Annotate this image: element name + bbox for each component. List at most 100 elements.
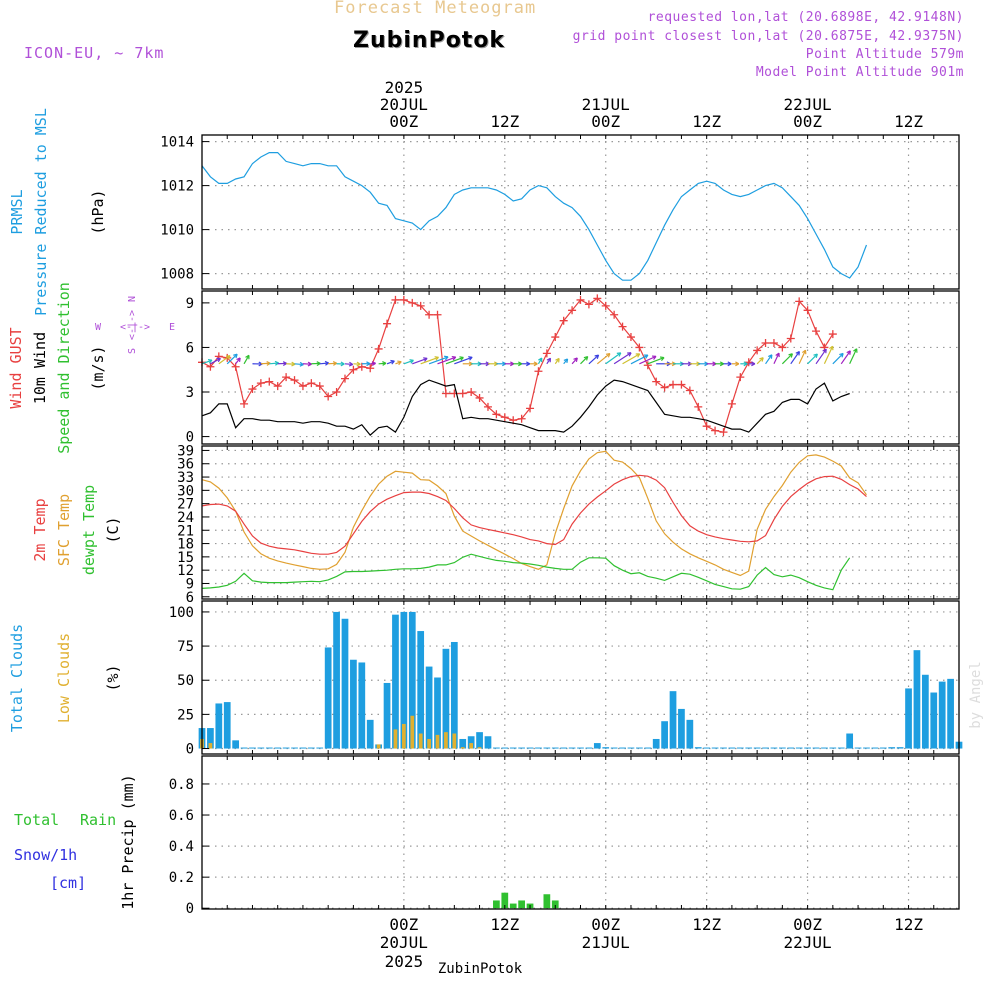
gust-marker bbox=[265, 377, 274, 386]
y-tick-label: 1012 bbox=[160, 179, 194, 195]
total-clouds-bar bbox=[636, 747, 643, 749]
wind-unit: (m/s) bbox=[89, 345, 107, 390]
gust-marker bbox=[828, 330, 837, 339]
wind-arrow-head bbox=[727, 361, 732, 367]
wind-direction-arrow bbox=[630, 354, 649, 365]
total-clouds-bar bbox=[652, 738, 660, 749]
gust-marker bbox=[593, 294, 602, 303]
top-time-label: 00Z bbox=[793, 112, 822, 131]
total-clouds-bar bbox=[207, 728, 214, 749]
total-clouds-bar bbox=[299, 747, 307, 749]
wind-direction-arrow bbox=[260, 362, 271, 365]
rain-bar bbox=[493, 900, 500, 909]
y-tick-label: 1014 bbox=[160, 135, 194, 151]
wind-arrow-head bbox=[207, 358, 213, 364]
wind-direction-arrow bbox=[294, 363, 304, 366]
gust-marker bbox=[795, 297, 804, 306]
wind-arrow-head bbox=[829, 345, 834, 351]
data-layer bbox=[198, 152, 963, 909]
gust-marker bbox=[576, 295, 585, 304]
total-clouds-bar bbox=[686, 719, 694, 749]
total-clouds-bar bbox=[215, 703, 223, 749]
total-clouds-bar bbox=[812, 747, 820, 749]
wind-direction-arrow bbox=[210, 357, 221, 365]
total-clouds-bar bbox=[896, 747, 904, 749]
total-clouds-bar bbox=[779, 747, 786, 749]
y-tick-label: 1010 bbox=[160, 223, 194, 239]
gust-marker bbox=[652, 377, 661, 386]
wind-direction-arrow bbox=[781, 353, 793, 365]
total-clouds-bar bbox=[493, 747, 500, 749]
precip-total-label: Total bbox=[14, 811, 59, 829]
total-clouds-bar bbox=[829, 747, 837, 749]
wind-direction-arrow bbox=[639, 355, 657, 365]
total-clouds-bar bbox=[678, 708, 685, 749]
wind-direction-arrow bbox=[605, 352, 622, 365]
total-clouds-bar bbox=[711, 747, 719, 749]
total-clouds-bar bbox=[560, 747, 568, 749]
bottom-time-label: 12Z bbox=[894, 915, 923, 934]
wind-arrow-head bbox=[538, 357, 543, 363]
gust-marker bbox=[500, 413, 509, 422]
gust-marker bbox=[660, 383, 669, 392]
total-clouds-bar bbox=[703, 747, 711, 749]
wind-arrow-head bbox=[822, 348, 827, 354]
compass-w: W bbox=[95, 322, 102, 333]
total-clouds-bar bbox=[425, 666, 433, 749]
gust-marker bbox=[282, 373, 291, 382]
wind-arrow-head bbox=[853, 348, 858, 353]
wind-arrow-head bbox=[423, 357, 428, 362]
gust-marker bbox=[551, 333, 560, 342]
wind-arrow-head bbox=[332, 361, 338, 366]
low-clouds-bar bbox=[435, 734, 440, 749]
top-time-label: 12Z bbox=[490, 112, 519, 131]
y-tick-label: 0 bbox=[186, 430, 194, 446]
wind-arrow-head bbox=[801, 349, 807, 355]
total-clouds-bar bbox=[585, 747, 593, 749]
wind-gust-label: Wind GUST bbox=[7, 327, 25, 408]
wind-arrow-head bbox=[735, 361, 740, 367]
wind-direction-arrow bbox=[832, 353, 844, 365]
wind-arrow-head bbox=[651, 355, 657, 360]
gust-marker bbox=[340, 374, 349, 383]
wind-arrow-head bbox=[366, 361, 371, 367]
gust-marker bbox=[786, 334, 795, 343]
total-clouds-bar bbox=[661, 721, 668, 749]
meteogram-title: Forecast Meteogram bbox=[334, 0, 537, 18]
gust-marker bbox=[408, 298, 417, 307]
wind-arrow-head bbox=[563, 358, 569, 364]
total-clouds-bar bbox=[644, 747, 652, 749]
total-clouds-bar bbox=[400, 611, 408, 749]
total-clouds-bar bbox=[509, 747, 517, 749]
wind-arrow-head bbox=[468, 356, 473, 361]
total-clouds-bar bbox=[669, 691, 677, 749]
wind-arrow-head bbox=[555, 357, 560, 363]
wind-direction-arrow bbox=[445, 356, 464, 365]
total-clouds-bar bbox=[333, 611, 340, 749]
footer-location: ZubinPotok bbox=[438, 961, 523, 977]
top-time-label: 00Z bbox=[389, 112, 418, 131]
wind-direction-arrow bbox=[226, 353, 238, 365]
y-tick-label: 0.8 bbox=[169, 777, 194, 793]
total-clouds-bar bbox=[930, 692, 938, 749]
gust-marker bbox=[256, 379, 265, 388]
wind-arrow-head bbox=[627, 352, 632, 357]
closest-coords: grid point closest lon,lat (20.6875E, 42… bbox=[572, 29, 964, 44]
low-clouds-bar bbox=[393, 729, 398, 749]
low-clouds-bar bbox=[452, 733, 457, 749]
wind-arrow-head bbox=[605, 353, 611, 358]
compass-n: N bbox=[127, 296, 138, 302]
total-clouds-bar bbox=[535, 747, 542, 749]
gust-marker bbox=[290, 376, 299, 385]
wind-direction-arrow bbox=[420, 356, 439, 365]
panel-frame-clouds bbox=[201, 600, 960, 755]
gust-marker bbox=[433, 310, 442, 319]
total-clouds-bar bbox=[383, 682, 391, 749]
total-clouds-bar bbox=[787, 747, 795, 749]
wind-arrow-head bbox=[340, 361, 345, 367]
total-clouds-bar bbox=[417, 631, 425, 749]
total-clouds-bar bbox=[837, 747, 845, 749]
temp-unit: (C) bbox=[104, 516, 122, 543]
wind-direction-arrow bbox=[588, 354, 599, 365]
total-clouds-bar bbox=[450, 641, 458, 749]
